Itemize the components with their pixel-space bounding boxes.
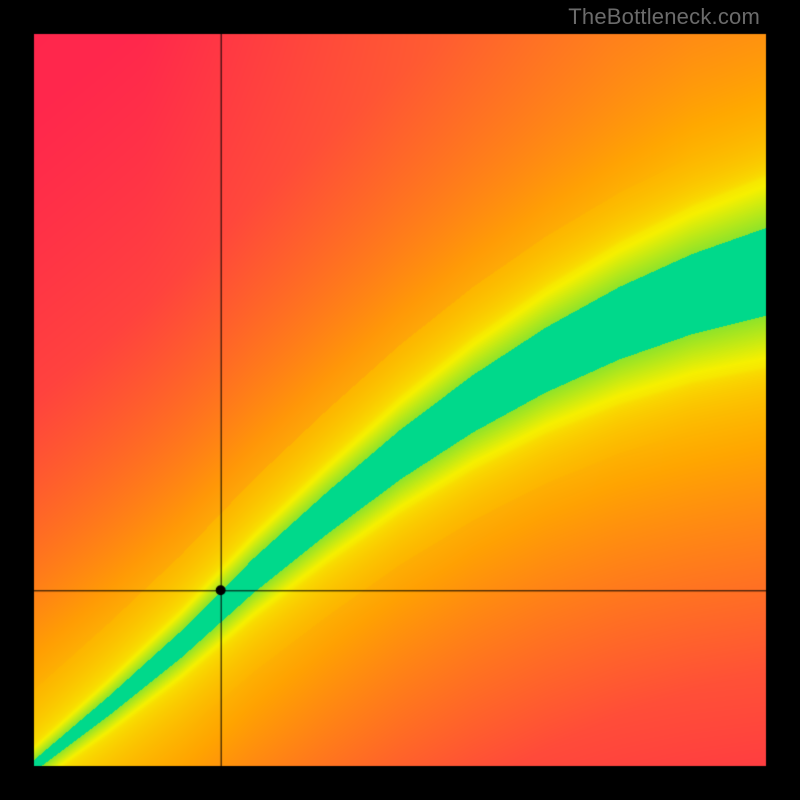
watermark-text: TheBottleneck.com <box>568 4 760 30</box>
bottleneck-heatmap <box>0 0 800 800</box>
